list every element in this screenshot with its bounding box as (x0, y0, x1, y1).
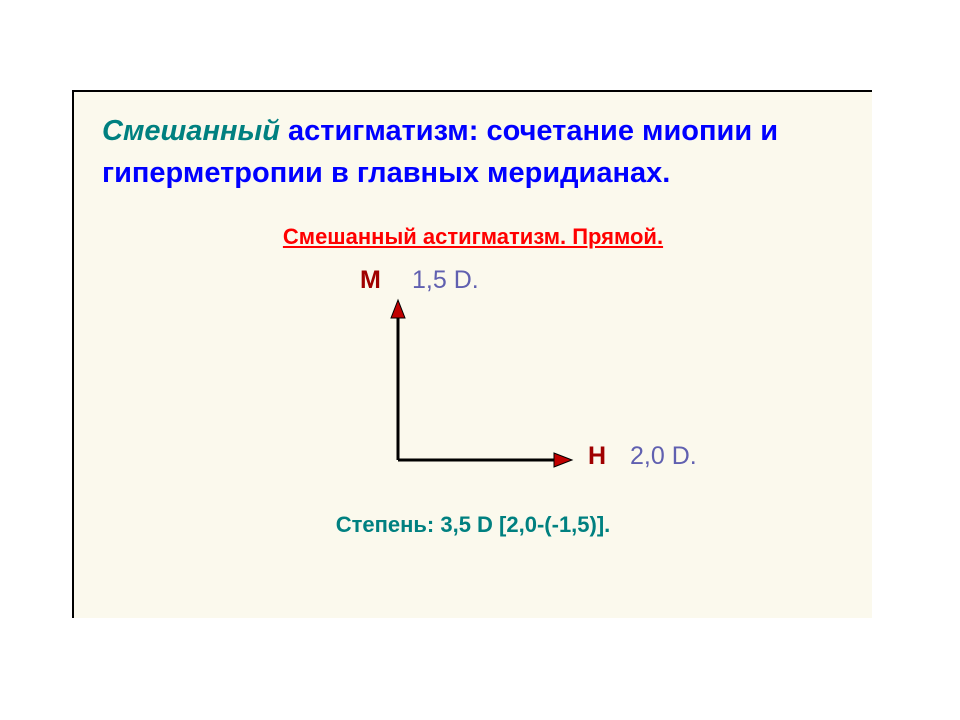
h-axis-label: Н (588, 442, 606, 471)
h-axis-value: 2,0 D. (630, 442, 697, 471)
arrowhead-right (554, 453, 572, 467)
content-panel: Смешанный астигматизм: сочетание миопии … (72, 90, 872, 618)
title-lead-word: Смешанный (102, 115, 280, 147)
axis-diagram: М 1,5 D. Н 2,0 D. (102, 260, 844, 510)
main-title: Смешанный астигматизм: сочетание миопии … (102, 110, 844, 194)
m-axis-label: М (360, 266, 381, 295)
arrowhead-up (391, 300, 405, 318)
axes-svg (102, 260, 862, 510)
m-axis-value: 1,5 D. (412, 266, 479, 295)
degree-text: Степень: 3,5 D [2,0-(-1,5)]. (102, 512, 844, 538)
diagram-subtitle: Смешанный астигматизм. Прямой. (102, 224, 844, 250)
